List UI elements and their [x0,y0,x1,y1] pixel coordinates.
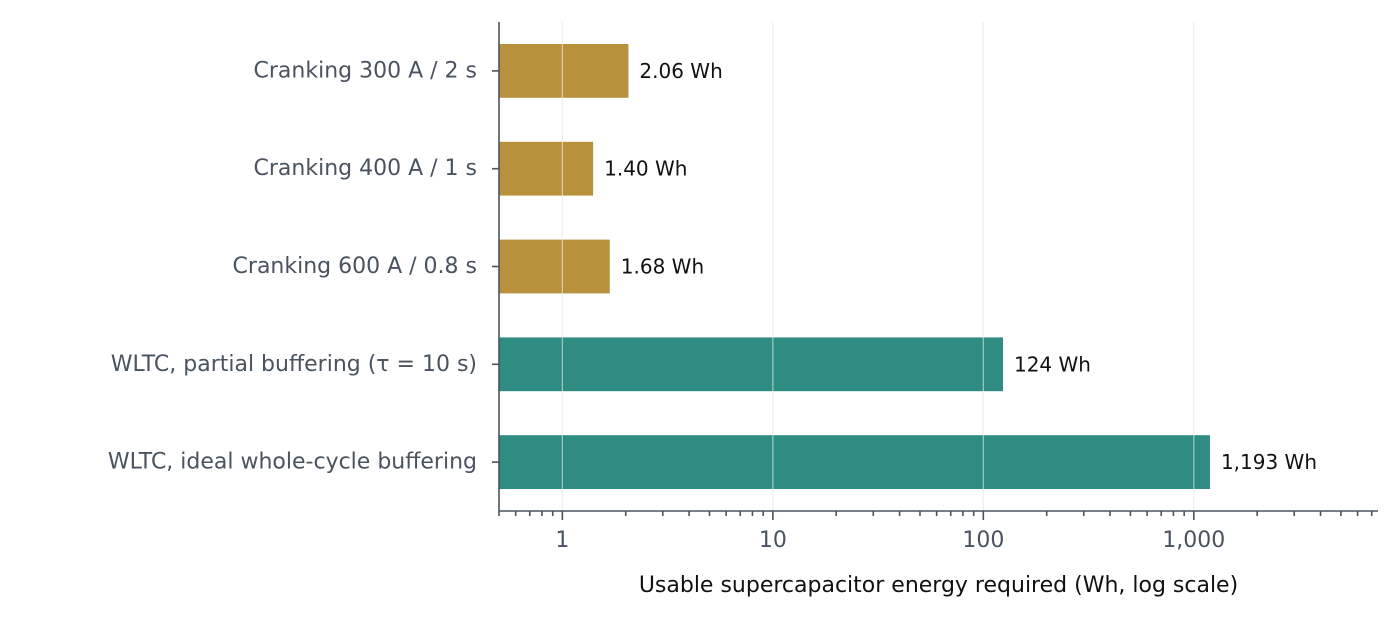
value-label-2: 1.68 Wh [621,255,704,279]
x-axis-title: Usable supercapacitor energy required (W… [639,573,1238,598]
bars [499,44,1210,489]
category-label-3: WLTC, partial buffering (τ = 10 s) [111,352,477,377]
category-label-0: Cranking 300 A / 2 s [254,58,477,83]
category-label-4: WLTC, ideal whole-cycle buffering [108,450,477,475]
x-tick-label-1: 10 [759,528,787,553]
x-tick-label-2: 100 [962,528,1004,553]
bar-3 [499,337,1003,392]
category-label-2: Cranking 600 A / 0.8 s [233,254,477,279]
value-label-0: 2.06 Wh [639,59,722,83]
x-tick-label-3: 1,000 [1162,528,1225,553]
category-label-1: Cranking 400 A / 1 s [254,156,477,181]
grid-lines-front [561,22,1195,511]
labels: Cranking 300 A / 2 s 2.06 Wh Cranking 400 … [108,58,1317,553]
bar-1 [499,141,594,196]
value-label-4: 1,193 Wh [1221,450,1317,474]
bar-0 [499,44,629,98]
axes [492,22,1378,520]
value-label-1: 1.40 Wh [604,157,687,181]
x-tick-label-0: 1 [555,528,569,553]
bar-2 [499,239,610,294]
bar-4 [499,435,1210,489]
value-label-3: 124 Wh [1014,352,1091,376]
